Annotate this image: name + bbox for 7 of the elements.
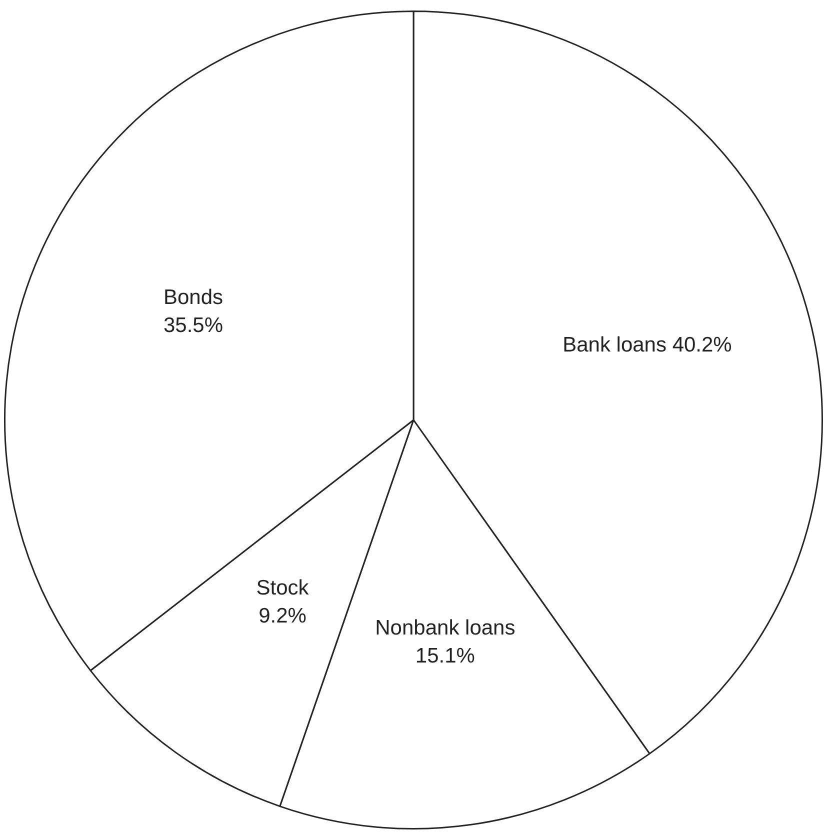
slice-label: Stock [256,576,310,600]
slice-label: Nonbank loans [375,616,516,640]
slice-label: Bank loans 40.2% [562,333,732,356]
data-label: 35.5% [163,314,224,337]
data-label: 9.2% [258,604,306,628]
data-label: 15.1% [415,644,475,668]
slice-label: Bonds [163,286,224,309]
